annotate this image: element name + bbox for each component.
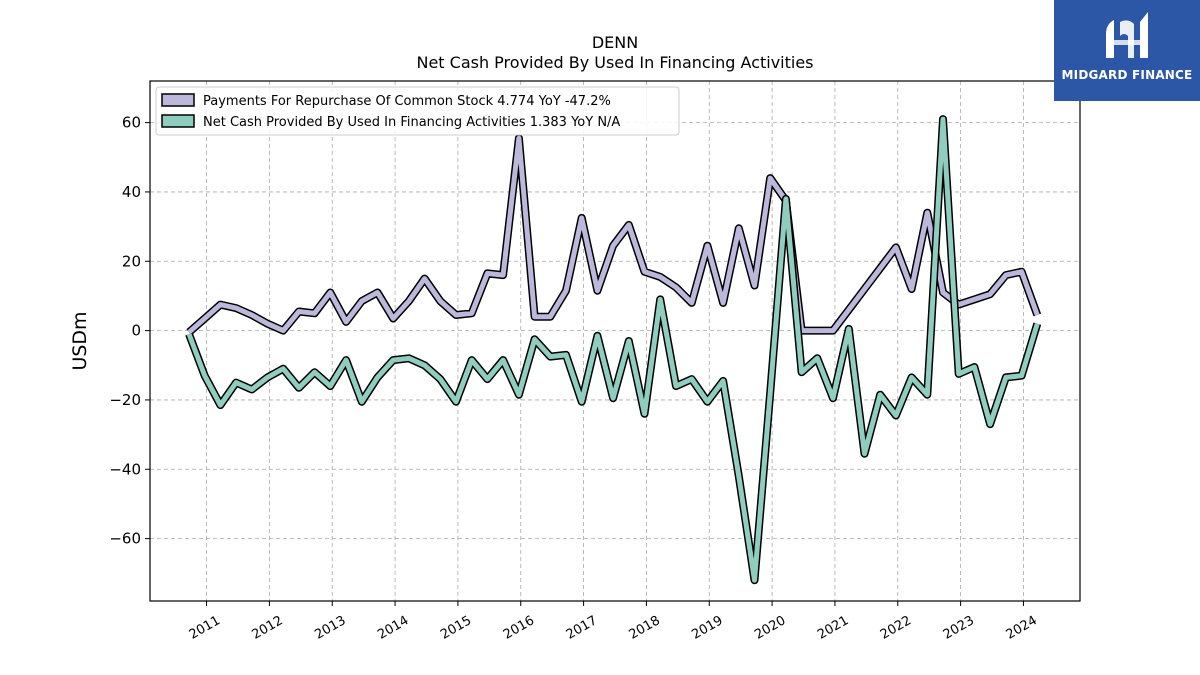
x-tick-label: 2012	[250, 613, 286, 643]
x-tick-label: 2014	[375, 613, 411, 643]
x-tick-label: 2023	[941, 613, 977, 643]
legend: Payments For Repurchase Of Common Stock …	[155, 86, 680, 136]
y-tick-label: −60	[109, 530, 141, 548]
plot-frame	[149, 80, 1081, 602]
y-axis-label: USDm	[69, 311, 91, 370]
x-tick-label: 2021	[815, 613, 851, 643]
legend-box	[155, 86, 680, 136]
x-tick-label: 2018	[627, 613, 663, 643]
x-tick-label: 2024	[1004, 613, 1040, 643]
x-tick-label: 2020	[752, 613, 788, 643]
x-axis: 2011 2012 2013 2014 2015 2016 2017 2018 2019 2020…	[187, 601, 1040, 643]
x-tick-label: 2017	[564, 613, 600, 643]
y-tick-label: 20	[122, 252, 141, 270]
x-tick-label: 2015	[438, 613, 474, 643]
y-tick-label: 60	[122, 114, 141, 132]
series-line-financing	[186, 116, 1040, 583]
x-tick-label: 2013	[312, 613, 348, 643]
legend-label-repurchase: Payments For Repurchase Of Common Stock …	[203, 94, 611, 109]
series-line-financing-outline	[185, 115, 1042, 585]
series-line-repurchase	[187, 135, 1040, 335]
y-axis: −60 −40 −20 0 20 40 60	[109, 114, 150, 548]
y-tick-label: 40	[122, 183, 141, 201]
y-tick-label: 0	[131, 322, 141, 340]
legend-swatch-financing	[161, 114, 195, 128]
chart-subtitle: Net Cash Provided By Used In Financing A…	[416, 53, 813, 72]
y-tick-label: −40	[109, 460, 141, 478]
legend-swatch-repurchase	[161, 93, 195, 107]
legend-label-financing: Net Cash Provided By Used In Financing A…	[203, 115, 620, 130]
y-tick-label: −20	[109, 391, 141, 409]
x-tick-label: 2016	[501, 613, 537, 643]
logo-mark-icon	[1106, 12, 1148, 58]
x-tick-label: 2011	[187, 613, 223, 643]
midgard-finance-logo: MIDGARD FINANCE	[1054, 0, 1200, 101]
series-layer	[185, 115, 1042, 585]
chart-title: DENN	[592, 33, 638, 52]
x-tick-label: 2022	[878, 613, 914, 643]
x-tick-label: 2019	[689, 613, 725, 643]
logo-text: MIDGARD FINANCE	[1061, 68, 1193, 82]
series-line-repurchase-outline	[186, 134, 1042, 336]
